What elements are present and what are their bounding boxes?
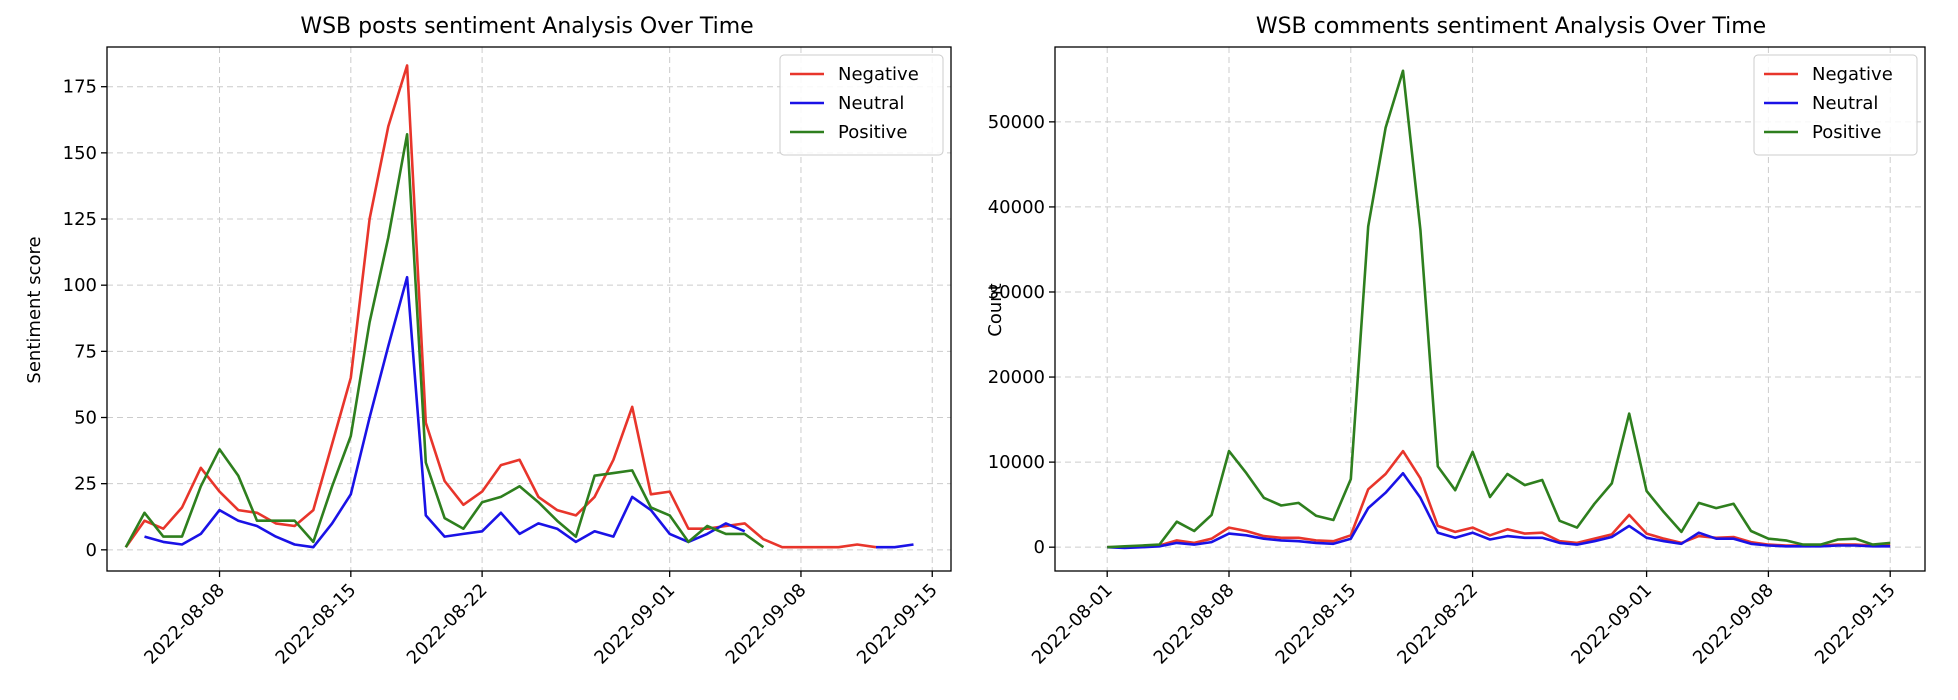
- y-tick-label: 175: [63, 77, 97, 98]
- y-tick-label: 0: [1034, 537, 1045, 558]
- y-tick-label: 20000: [988, 367, 1045, 388]
- plot-frame: [106, 46, 952, 572]
- y-tick-label: 30000: [988, 282, 1045, 303]
- y-tick-label: 125: [63, 209, 97, 230]
- y-tick-label: 25: [74, 474, 97, 495]
- y-axis-label: Sentiment score: [24, 236, 45, 383]
- legend-box: [779, 54, 944, 156]
- legend-label-negative: Negative: [838, 64, 919, 85]
- plot-frame: [1054, 46, 1926, 572]
- y-tick-label: 50000: [988, 112, 1045, 133]
- series-line-neutral: [876, 543, 914, 549]
- legend: Negative Neutral Positive: [779, 54, 944, 156]
- y-tick-label: 150: [63, 143, 97, 164]
- chart-title: WSB comments sentiment Analysis Over Tim…: [1256, 14, 1766, 39]
- legend-label-positive: Positive: [838, 122, 907, 143]
- y-tick-label: 50: [74, 408, 97, 429]
- y-tick-label: 75: [74, 341, 97, 362]
- series-line-positive: [124, 133, 765, 549]
- chart-title: WSB posts sentiment Analysis Over Time: [300, 14, 753, 39]
- legend-label-neutral: Neutral: [1812, 93, 1878, 114]
- legend-box: [1753, 54, 1918, 156]
- legend-label-neutral: Neutral: [838, 93, 904, 114]
- y-tick-label: 40000: [988, 197, 1045, 218]
- y-tick-label: 0: [86, 540, 97, 561]
- legend-label-positive: Positive: [1812, 122, 1881, 143]
- series-line-neutral: [144, 275, 746, 549]
- legend: Negative Neutral Positive: [1753, 54, 1918, 156]
- y-tick-label: 100: [63, 275, 97, 296]
- series-line-positive: [1107, 69, 1891, 549]
- y-axis-label: Count: [985, 283, 1006, 336]
- y-tick-label: 10000: [988, 452, 1045, 473]
- series-line-negative: [124, 64, 877, 549]
- legend-label-negative: Negative: [1812, 64, 1893, 85]
- series-line-neutral: [1107, 471, 1891, 550]
